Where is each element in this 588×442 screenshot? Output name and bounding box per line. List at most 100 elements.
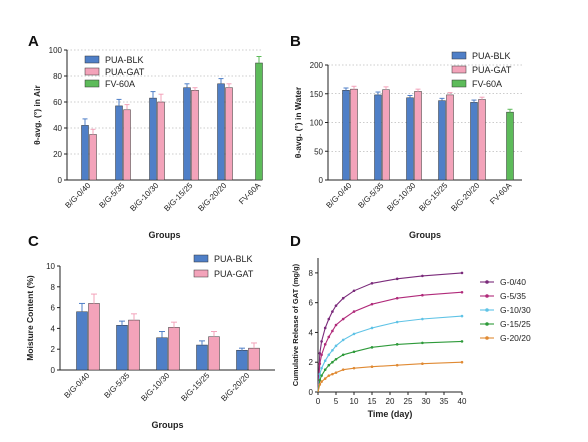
panel-d-y-axis-title: Cumulative Release of GAT (mg/g) — [291, 263, 300, 386]
panel-b-x-tick-label: FV-60A — [488, 181, 514, 207]
panel-d-data-point — [421, 317, 424, 321]
panel-a-legend-label: PUA-BLK — [105, 55, 144, 65]
panel-d-data-point — [341, 368, 345, 371]
panel-a-y-tick-label: 20 — [53, 150, 62, 159]
panel-b-bar — [506, 111, 514, 181]
panel-b-y-axis-title: θ-avg. (°) in Water — [293, 86, 303, 158]
panel-c-x-tick-label: B/G-5/35 — [102, 371, 131, 400]
panel-a-y-tick-label: 60 — [53, 98, 62, 107]
panel-c-bar — [156, 337, 168, 371]
panel-a-x-tick-label: B/G-0/40 — [63, 181, 92, 210]
panel-a-bar — [217, 83, 225, 181]
panel-a-legend-swatch — [84, 55, 100, 64]
panel-c-y-tick-label: 6 — [51, 304, 56, 313]
panel-c-bar — [76, 311, 88, 371]
panel-d-data-point — [341, 296, 345, 300]
panel-c-legend-swatch — [193, 269, 209, 278]
panel-d-data-point — [421, 341, 424, 345]
panel-a-legend-swatch — [84, 67, 100, 76]
panel-d-data-point — [327, 363, 331, 367]
panel-d-series-line — [317, 272, 463, 393]
panel-d-legend-marker — [485, 336, 489, 340]
panel-d-series-line — [317, 315, 463, 393]
panel-d-x-tick-label: 10 — [350, 397, 359, 406]
panel-d-data-point — [341, 338, 345, 342]
panel-a-y-axis-title: θ-avg. (°) in Air — [32, 84, 42, 144]
panel-d-data-point — [370, 346, 374, 349]
panel-d-x-tick-label: 5 — [334, 397, 339, 406]
panel-c-legend-swatch — [193, 254, 209, 263]
panel-b-x-tick-label: B/G-15/25 — [417, 181, 450, 214]
panel-d-data-point — [318, 378, 322, 382]
panel-a-bar — [225, 87, 233, 181]
panel-d-y-tick-label: 6 — [309, 299, 314, 308]
panel-b-bar — [478, 99, 486, 181]
panel-d-data-point — [352, 366, 356, 370]
panel-d-data-point — [460, 271, 464, 275]
panel-d-x-tick-label: 20 — [386, 397, 395, 406]
panel-d-data-point — [331, 349, 334, 352]
panel-d-data-point — [352, 289, 356, 293]
panel-c-legend-label: PUA-BLK — [214, 254, 253, 264]
panel-d-data-point — [327, 353, 331, 357]
panel-d-data-point — [341, 353, 345, 357]
panel-d-data-point — [320, 380, 323, 383]
panel-b-bar — [382, 89, 390, 181]
panel-b-bar — [446, 94, 454, 181]
panel-a-bar — [149, 97, 157, 181]
panel-c-legend-label: PUA-GAT — [214, 269, 254, 279]
panel-b-bar — [350, 88, 358, 181]
panel-a-bar — [183, 87, 191, 181]
panel-d-data-point — [320, 340, 323, 343]
panel-a-y-tick-label: 100 — [49, 46, 63, 55]
panel-b-legend-swatch — [451, 79, 467, 88]
panel-a-legend-swatch — [84, 79, 100, 88]
panel-b-legend-label: PUA-GAT — [472, 65, 512, 75]
panel-d-data-point — [352, 332, 356, 336]
panel-d-data-point — [318, 351, 322, 355]
panel-d-data-point — [331, 372, 334, 376]
panel-d-data-point — [323, 368, 327, 371]
panel-d-data-point — [352, 310, 356, 313]
panel-d-data-point — [395, 296, 399, 300]
panel-a-legend-label: FV-60A — [105, 79, 135, 89]
panel-c-bar — [236, 349, 248, 371]
panel-d-series-line — [317, 340, 463, 393]
panel-d-data-point — [323, 359, 327, 363]
panel-d-legend-marker — [485, 280, 489, 284]
panel-c-y-tick-label: 2 — [51, 345, 56, 354]
panel-d-legend-label: G-10/30 — [500, 305, 531, 315]
panel-a-x-tick-label: B/G-20/20 — [196, 181, 229, 214]
panel-a-legend-label: PUA-GAT — [105, 67, 145, 77]
panel-d-legend-label: G-15/25 — [500, 319, 531, 329]
panel-d-data-point — [460, 314, 464, 318]
panel-d-data-point — [331, 360, 334, 364]
panel-letter-c: C — [28, 233, 39, 250]
panel-d-data-point — [395, 277, 399, 281]
panel-c-x-axis-title: Groups — [151, 420, 183, 430]
panel-d-x-tick-label: 40 — [458, 397, 467, 406]
panel-c-bar — [196, 344, 208, 371]
panel-d-x-tick-label: 0 — [316, 397, 321, 406]
panel-d-data-point — [334, 323, 338, 327]
panel-d-data-point — [320, 366, 323, 370]
panel-d-data-point — [334, 371, 338, 374]
panel-c-bar — [208, 336, 220, 371]
panel-b-bar — [438, 100, 446, 181]
panel-d-data-point — [352, 350, 356, 354]
panel-d-y-tick-label: 8 — [309, 269, 314, 278]
panel-a-bar — [81, 125, 89, 181]
panel-d-data-point — [318, 362, 322, 366]
panel-a-bar — [255, 62, 263, 181]
panel-b-y-tick-label: 200 — [310, 61, 324, 70]
panel-b-bar — [414, 91, 422, 181]
panel-c-x-tick-label: B/G-15/25 — [179, 371, 212, 404]
panel-b-y-tick-label: 150 — [310, 90, 324, 99]
panel-b-legend-label: PUA-BLK — [472, 51, 511, 61]
panel-d-data-point — [323, 343, 327, 346]
panel-d-data-point — [395, 363, 399, 367]
panel-a-y-tick-label: 0 — [58, 176, 63, 185]
panel-c-y-axis-title: Moisture Content (%) — [25, 275, 35, 361]
panel-d-y-tick-label: 0 — [309, 388, 314, 397]
